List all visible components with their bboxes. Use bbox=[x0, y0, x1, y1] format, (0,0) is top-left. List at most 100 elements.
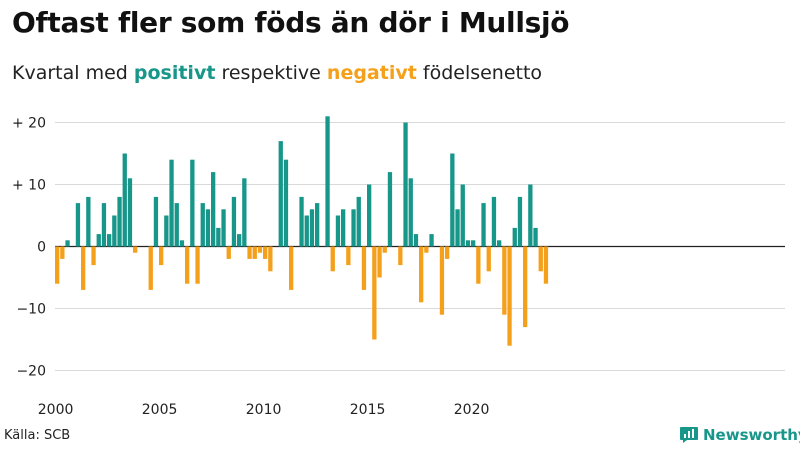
bar bbox=[75, 203, 81, 247]
brand-name: Newsworthy bbox=[703, 426, 800, 444]
bar bbox=[538, 246, 543, 272]
bar bbox=[512, 227, 517, 247]
bar bbox=[450, 153, 455, 247]
x-tick-label: 2005 bbox=[142, 402, 178, 418]
x-tick-label: 2015 bbox=[350, 402, 386, 418]
bar bbox=[387, 172, 393, 247]
bar bbox=[174, 203, 179, 247]
source-note: Källa: SCB bbox=[4, 428, 71, 443]
bar bbox=[107, 234, 112, 247]
y-axis-tick-labels: + 20 + 10 0 −10 −20 bbox=[12, 116, 46, 380]
bar bbox=[231, 196, 237, 247]
bar bbox=[465, 240, 471, 247]
bar bbox=[211, 172, 216, 247]
bar bbox=[372, 246, 377, 340]
subtitle-negative-word: negativt bbox=[326, 62, 417, 84]
subtitle-prefix: Kvartal med bbox=[12, 62, 128, 84]
y-tick-label: + 20 bbox=[12, 116, 46, 132]
bar bbox=[122, 153, 127, 247]
x-axis-tick-labels: 2000 2005 2010 2015 2020 bbox=[38, 402, 490, 418]
bar bbox=[517, 196, 523, 247]
bar-series bbox=[55, 116, 549, 346]
y-tick-label: 0 bbox=[37, 240, 46, 256]
y-tick-label: −20 bbox=[16, 364, 46, 380]
bar bbox=[341, 209, 346, 247]
bar bbox=[330, 246, 335, 272]
chart-title: Oftast fler som föds än dör i Mullsjö bbox=[12, 6, 570, 39]
bar bbox=[543, 246, 549, 284]
bar bbox=[335, 215, 341, 247]
y-tick-label: + 10 bbox=[12, 178, 46, 194]
bar bbox=[460, 184, 465, 247]
bar bbox=[268, 246, 273, 272]
bar bbox=[263, 246, 268, 259]
bar bbox=[299, 196, 304, 247]
bar bbox=[169, 159, 174, 247]
bar bbox=[304, 215, 309, 247]
bar bbox=[325, 116, 330, 247]
bar bbox=[315, 203, 320, 247]
bar bbox=[179, 240, 185, 247]
bar bbox=[502, 246, 507, 315]
bar bbox=[257, 246, 263, 253]
bar bbox=[278, 141, 283, 247]
bar bbox=[91, 246, 96, 266]
bar bbox=[382, 246, 387, 253]
bar bbox=[471, 240, 476, 247]
bar bbox=[413, 234, 419, 247]
bar bbox=[408, 178, 413, 247]
bar bbox=[60, 246, 65, 259]
bar bbox=[101, 203, 107, 247]
bar bbox=[439, 246, 445, 315]
bar bbox=[289, 246, 294, 290]
bar bbox=[455, 209, 460, 247]
bar bbox=[309, 209, 315, 247]
bar bbox=[523, 246, 528, 328]
bar bbox=[351, 209, 356, 247]
bar bbox=[507, 246, 512, 346]
bar bbox=[205, 209, 211, 247]
y-tick-label: −10 bbox=[16, 302, 46, 318]
bar bbox=[159, 246, 164, 266]
bar bbox=[153, 196, 159, 247]
bar bbox=[117, 196, 122, 247]
bar bbox=[221, 209, 226, 247]
bar bbox=[367, 184, 372, 247]
x-tick-label: 2020 bbox=[454, 402, 490, 418]
bar bbox=[242, 178, 247, 247]
bar bbox=[346, 246, 351, 266]
bar bbox=[133, 246, 138, 253]
brand-logo: Newsworthy bbox=[679, 426, 800, 444]
bar bbox=[112, 215, 117, 247]
chart-subtitle: Kvartal med positivt respektive negativt… bbox=[12, 62, 542, 84]
bar bbox=[429, 234, 434, 247]
bar bbox=[252, 246, 257, 259]
bar bbox=[398, 246, 403, 266]
bar bbox=[356, 196, 361, 247]
bar bbox=[445, 246, 450, 259]
subtitle-middle: respektive bbox=[221, 62, 321, 84]
bar bbox=[81, 246, 86, 290]
x-tick-label: 2010 bbox=[246, 402, 282, 418]
bar bbox=[190, 159, 195, 247]
bar bbox=[491, 196, 497, 247]
bar bbox=[55, 246, 60, 284]
bar bbox=[283, 159, 289, 247]
bar bbox=[497, 240, 502, 247]
bar bbox=[226, 246, 231, 259]
bar bbox=[528, 184, 533, 247]
bar bbox=[200, 203, 205, 247]
bar bbox=[533, 227, 538, 247]
newsworthy-logo-icon bbox=[680, 427, 698, 443]
subtitle-suffix: födelsenetto bbox=[422, 62, 543, 84]
bar bbox=[216, 227, 221, 247]
bar bbox=[247, 246, 252, 259]
bar bbox=[403, 122, 408, 247]
bar bbox=[65, 240, 70, 247]
subtitle-positive-word: positivt bbox=[133, 62, 216, 84]
bar bbox=[185, 246, 190, 284]
bar bbox=[195, 246, 200, 284]
bar bbox=[86, 196, 91, 247]
bar bbox=[476, 246, 481, 284]
